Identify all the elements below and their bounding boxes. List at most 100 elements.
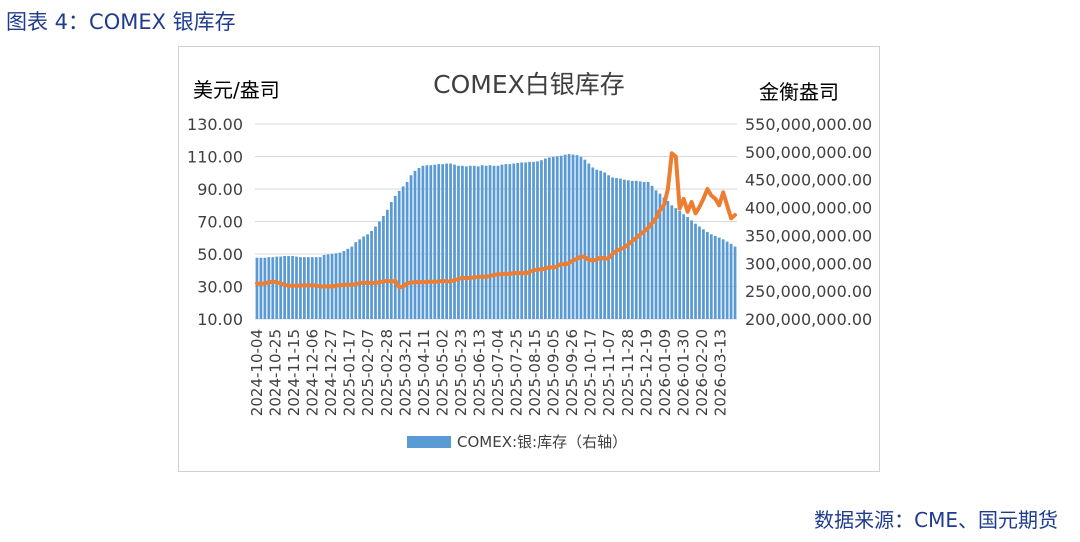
inventory-bar (310, 257, 314, 319)
inventory-bar (385, 209, 389, 319)
inventory-bar (721, 239, 725, 319)
inventory-bar (536, 161, 539, 319)
inventory-bar (571, 154, 575, 319)
inventory-bar (271, 257, 275, 319)
inventory-bar (500, 164, 504, 319)
inventory-bar (540, 160, 543, 319)
inventory-bar (366, 234, 369, 319)
chart-title: COMEX白银库存 (433, 70, 625, 99)
inventory-bar (717, 237, 721, 319)
x-tick-label: 2025-05-23 (452, 329, 470, 416)
inventory-bar (413, 170, 417, 319)
inventory-bar (591, 167, 595, 319)
silver-price-line (255, 151, 737, 290)
inventory-bar (686, 217, 689, 319)
inventory-bar (433, 164, 437, 319)
inventory-bar (524, 162, 528, 319)
right-tick-label: 300,000,000.00 (745, 254, 872, 273)
inventory-bar (733, 246, 737, 319)
x-tick-label: 2025-10-17 (582, 329, 600, 416)
x-tick-label: 2025-04-11 (415, 329, 433, 416)
inventory-bar (611, 177, 614, 319)
right-tick-label: 550,000,000.00 (745, 115, 872, 134)
inventory-bar (437, 164, 441, 319)
x-tick-label: 2025-11-28 (619, 329, 637, 416)
inventory-bar (279, 256, 283, 319)
inventory-bar (405, 181, 409, 319)
left-tick-label: 10.00 (197, 310, 243, 329)
legend: COMEX:银:库存（右轴） (407, 433, 627, 451)
x-tick-label: 2025-08-15 (526, 329, 544, 416)
x-tick-label: 2026-03-13 (712, 329, 730, 416)
inventory-bar (559, 155, 563, 319)
x-tick-label: 2025-02-28 (378, 329, 396, 416)
inventory-bar (567, 154, 571, 319)
inventory-bar (393, 195, 397, 319)
inventory-bar (267, 257, 271, 319)
inventory-bar (504, 164, 508, 319)
left-tick-label: 70.00 (197, 213, 243, 232)
x-tick-label: 2024-11-15 (285, 329, 303, 416)
inventory-bar (508, 164, 512, 319)
inventory-bar (650, 185, 654, 319)
left-tick-label: 90.00 (197, 180, 243, 199)
inventory-bar (583, 159, 587, 319)
inventory-bar (397, 190, 401, 319)
left-tick-label: 110.00 (187, 148, 243, 167)
x-tick-label: 2025-01-17 (341, 329, 359, 416)
left-axis-label: 美元/盎司 (193, 78, 280, 102)
x-tick-label: 2025-02-07 (359, 329, 377, 416)
inventory-bar (484, 165, 488, 319)
legend-swatch (407, 436, 451, 448)
inventory-bar (382, 215, 385, 319)
right-tick-label: 350,000,000.00 (745, 226, 872, 245)
inventory-bar (283, 256, 287, 319)
inventory-bar (306, 257, 310, 319)
inventory-bar (354, 242, 358, 319)
inventory-bar (421, 165, 425, 319)
inventory-bar (429, 165, 433, 319)
inventory-bar (299, 257, 302, 319)
inventory-bar (263, 257, 267, 319)
right-tick-label: 250,000,000.00 (745, 282, 872, 301)
inventory-bar (255, 257, 259, 319)
inventory-bar (453, 164, 456, 319)
x-tick-label: 2024-10-04 (248, 329, 266, 416)
inventory-bar (579, 156, 583, 319)
inventory-bar (472, 165, 476, 319)
inventory-bar (259, 257, 263, 319)
inventory-bar (690, 220, 693, 319)
x-tick-label: 2025-05-02 (433, 329, 451, 416)
inventory-bar (492, 165, 496, 319)
inventory-bar (670, 205, 674, 319)
inventory-bar (694, 223, 697, 319)
inventory-bar (678, 210, 682, 319)
x-tick-label: 2025-06-13 (471, 329, 489, 416)
inventory-bar (658, 193, 662, 319)
inventory-bar (445, 163, 448, 319)
x-tick-label: 2024-12-27 (322, 329, 340, 416)
inventory-bar (615, 178, 618, 319)
inventory-bar (666, 200, 670, 319)
inventory-bar (520, 162, 524, 319)
inventory-bar (358, 239, 362, 319)
inventory-bar (599, 170, 603, 319)
x-tick-label: 2025-09-26 (563, 329, 581, 416)
inventory-bar (630, 180, 634, 319)
chart-frame: 130.00 110.00 90.00 70.00 50.00 30.00 10.00 55… (178, 46, 880, 472)
inventory-bar (449, 163, 452, 319)
inventory-bar (532, 161, 535, 319)
inventory-bar (634, 180, 638, 319)
inventory-bar (314, 257, 318, 319)
inventory-bar (370, 230, 373, 319)
inventory-bar (457, 165, 460, 319)
inventory-bar (698, 226, 701, 319)
inventory-bar (488, 165, 492, 319)
right-axis-label: 金衡盎司 (759, 80, 839, 104)
x-tick-label: 2025-07-04 (489, 329, 507, 416)
inventory-bar (464, 166, 468, 319)
inventory-bar (729, 243, 733, 319)
inventory-bar (626, 180, 630, 319)
x-tick-label: 2026-01-30 (674, 329, 692, 416)
inventory-bar (555, 156, 559, 319)
